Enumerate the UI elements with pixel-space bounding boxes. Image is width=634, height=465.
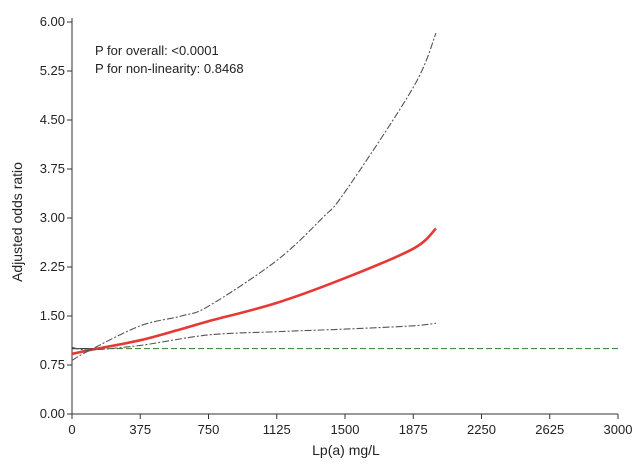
y-axis-ticks: 0.00 0.75 1.50 2.25 3.00 3.75 4.50 5.25 6.00 — [40, 14, 72, 421]
y-tick-label: 3.75 — [40, 161, 65, 176]
x-tick-label: 1500 — [331, 422, 360, 437]
y-tick-label: 6.00 — [40, 14, 65, 29]
y-tick-label: 0.00 — [40, 406, 65, 421]
series-layer — [71, 32, 437, 361]
y-tick-label: 4.50 — [40, 112, 65, 127]
y-tick-label: 3.00 — [40, 210, 65, 225]
x-tick-label: 750 — [198, 422, 220, 437]
estimate-line — [71, 227, 437, 356]
y-axis-title: Adjusted odds ratio — [9, 162, 25, 282]
x-axis-title: Lp(a) mg/L — [312, 442, 380, 458]
x-tick-label: 3000 — [604, 422, 633, 437]
lower-ci-line — [71, 322, 437, 351]
annotation-p-nonlinearity: P for non-linearity: 0.8468 — [95, 61, 244, 76]
annotation-p-overall: P for overall: <0.0001 — [95, 43, 219, 58]
x-tick-label: 1125 — [263, 422, 291, 437]
x-tick-label: 2625 — [535, 422, 564, 437]
x-tick-label: 2250 — [467, 422, 496, 437]
x-tick-label: 0 — [68, 422, 75, 437]
plot-area — [71, 18, 618, 415]
y-tick-label: 1.50 — [40, 308, 65, 323]
y-tick-label: 0.75 — [40, 357, 65, 372]
x-tick-label: 1875 — [399, 422, 428, 437]
y-tick-label: 2.25 — [40, 259, 65, 274]
x-tick-label: 375 — [129, 422, 151, 437]
x-axis-ticks: 0 375 750 1125 1500 1875 2250 2625 3000 — [68, 414, 632, 437]
y-tick-label: 5.25 — [40, 63, 65, 78]
upper-ci-line — [71, 32, 437, 361]
